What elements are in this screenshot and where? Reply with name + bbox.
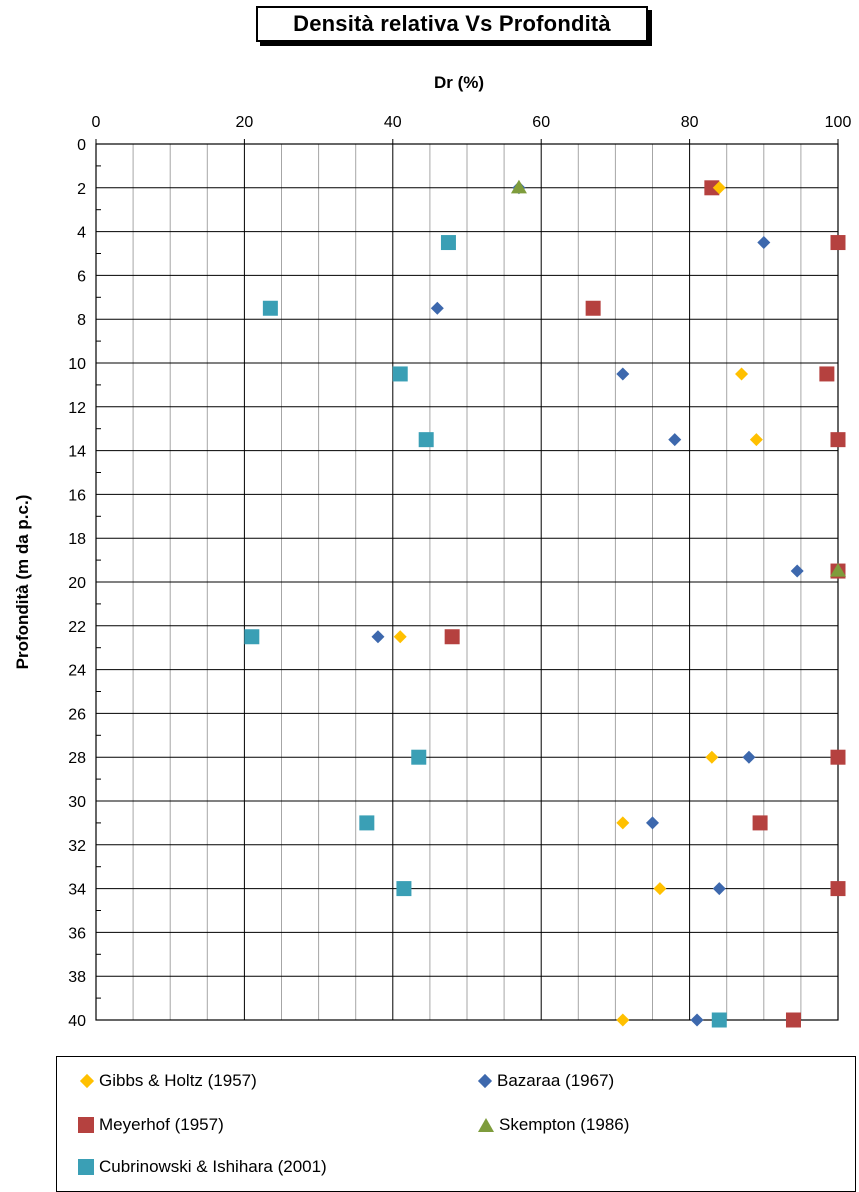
legend-label: Gibbs & Holtz (1957) (99, 1071, 257, 1090)
square-marker (262, 300, 278, 316)
diamond-marker (742, 750, 756, 764)
legend: Gibbs & Holtz (1957) Bazaraa (1967) Meye… (56, 1056, 856, 1192)
y-tick-label: 16 (68, 487, 86, 504)
y-tick-label: 38 (68, 969, 86, 986)
diamond-marker (749, 433, 763, 447)
y-tick-label: 4 (77, 225, 86, 242)
square-marker (244, 629, 260, 645)
diamond-marker (653, 882, 667, 896)
y-tick-label: 28 (68, 750, 86, 767)
diamond-marker (616, 1013, 630, 1027)
legend-item-cubrinowski-ishihara: Cubrinowski & Ishihara (2001) (77, 1157, 327, 1177)
y-tick-label: 6 (77, 268, 86, 285)
legend-item-bazaraa: Bazaraa (1967) (477, 1071, 614, 1091)
y-tick-label: 20 (68, 575, 86, 592)
square-marker (396, 881, 412, 897)
square-marker (830, 432, 846, 448)
x-tick-label: 80 (681, 114, 699, 131)
y-tick-label: 36 (68, 925, 86, 942)
diamond-marker (430, 301, 444, 315)
plot-border (95, 143, 839, 1021)
chart: 0 20 40 60 80 1000246810121416182022242628303… (13, 73, 852, 1030)
legend-item-gibbs-holtz: Gibbs & Holtz (1957) (79, 1071, 257, 1091)
square-marker (440, 235, 456, 251)
square-marker (785, 1012, 801, 1028)
diamond-marker-icon (79, 1073, 95, 1089)
square-marker (830, 749, 846, 765)
legend-item-meyerhof: Meyerhof (1957) (77, 1115, 224, 1135)
y-tick-label: 22 (68, 619, 86, 636)
square-marker (444, 629, 460, 645)
legend-label: Cubrinowski & Ishihara (2001) (99, 1157, 327, 1176)
square-marker (830, 235, 846, 251)
y-tick-label: 2 (77, 181, 86, 198)
square-marker (704, 180, 720, 196)
square-marker (392, 366, 408, 382)
y-tick-label: 18 (68, 531, 86, 548)
y-tick-label: 14 (68, 444, 86, 461)
triangle-marker (510, 179, 527, 194)
diamond-marker (712, 882, 726, 896)
y-tick-label: 30 (68, 794, 86, 811)
diamond-marker (668, 433, 682, 447)
diamond-marker (371, 630, 385, 644)
diamond-marker (616, 367, 630, 381)
x-tick-label: 0 (92, 114, 101, 131)
diamond-marker (757, 236, 771, 250)
square-marker (752, 815, 768, 831)
square-marker (359, 815, 375, 831)
y-tick-label: 8 (77, 312, 86, 329)
legend-label: Skempton (1986) (499, 1115, 630, 1134)
y-tick-label: 34 (68, 882, 86, 899)
diamond-marker (790, 564, 804, 578)
legend-item-skempton: Skempton (1986) (477, 1115, 629, 1135)
x-tick-label: 100 (825, 114, 852, 131)
legend-label: Bazaraa (1967) (497, 1071, 615, 1090)
diamond-marker (646, 816, 659, 830)
x-tick-label: 60 (532, 114, 550, 131)
diamond-marker (393, 630, 407, 644)
y-tick-label: 24 (68, 663, 86, 680)
diamond-marker (705, 750, 719, 764)
x-tick-label: 20 (236, 114, 254, 131)
diamond-marker (712, 181, 726, 195)
x-tick-label: 40 (384, 114, 402, 131)
square-marker (711, 1012, 727, 1028)
legend-label: Meyerhof (1957) (99, 1115, 224, 1134)
square-marker (819, 366, 835, 382)
y-tick-label: 26 (68, 706, 86, 723)
square-marker-icon (78, 1117, 94, 1133)
diamond-marker (690, 1013, 704, 1027)
y-tick-label: 32 (68, 838, 86, 855)
diamond-marker-icon (477, 1073, 493, 1089)
triangle-marker-icon (478, 1118, 494, 1132)
diamond-marker (735, 367, 749, 381)
square-marker (585, 300, 601, 316)
y-tick-label: 12 (68, 400, 86, 417)
y-tick-label: 10 (68, 356, 86, 373)
y-axis-label: Profondità (m da p.c.) (13, 495, 32, 670)
chart-title-box: Densità relativa Vs Profondità (256, 6, 648, 42)
diamond-marker (616, 816, 630, 830)
square-marker (411, 749, 427, 765)
square-marker (830, 881, 846, 897)
y-tick-label: 0 (77, 137, 86, 154)
y-tick-label: 40 (68, 1013, 86, 1030)
chart-title: Densità relativa Vs Profondità (293, 11, 611, 36)
square-marker (418, 432, 434, 448)
square-marker-icon (78, 1159, 94, 1175)
triangle-marker (830, 563, 846, 577)
x-axis-label: Dr (%) (434, 73, 484, 92)
